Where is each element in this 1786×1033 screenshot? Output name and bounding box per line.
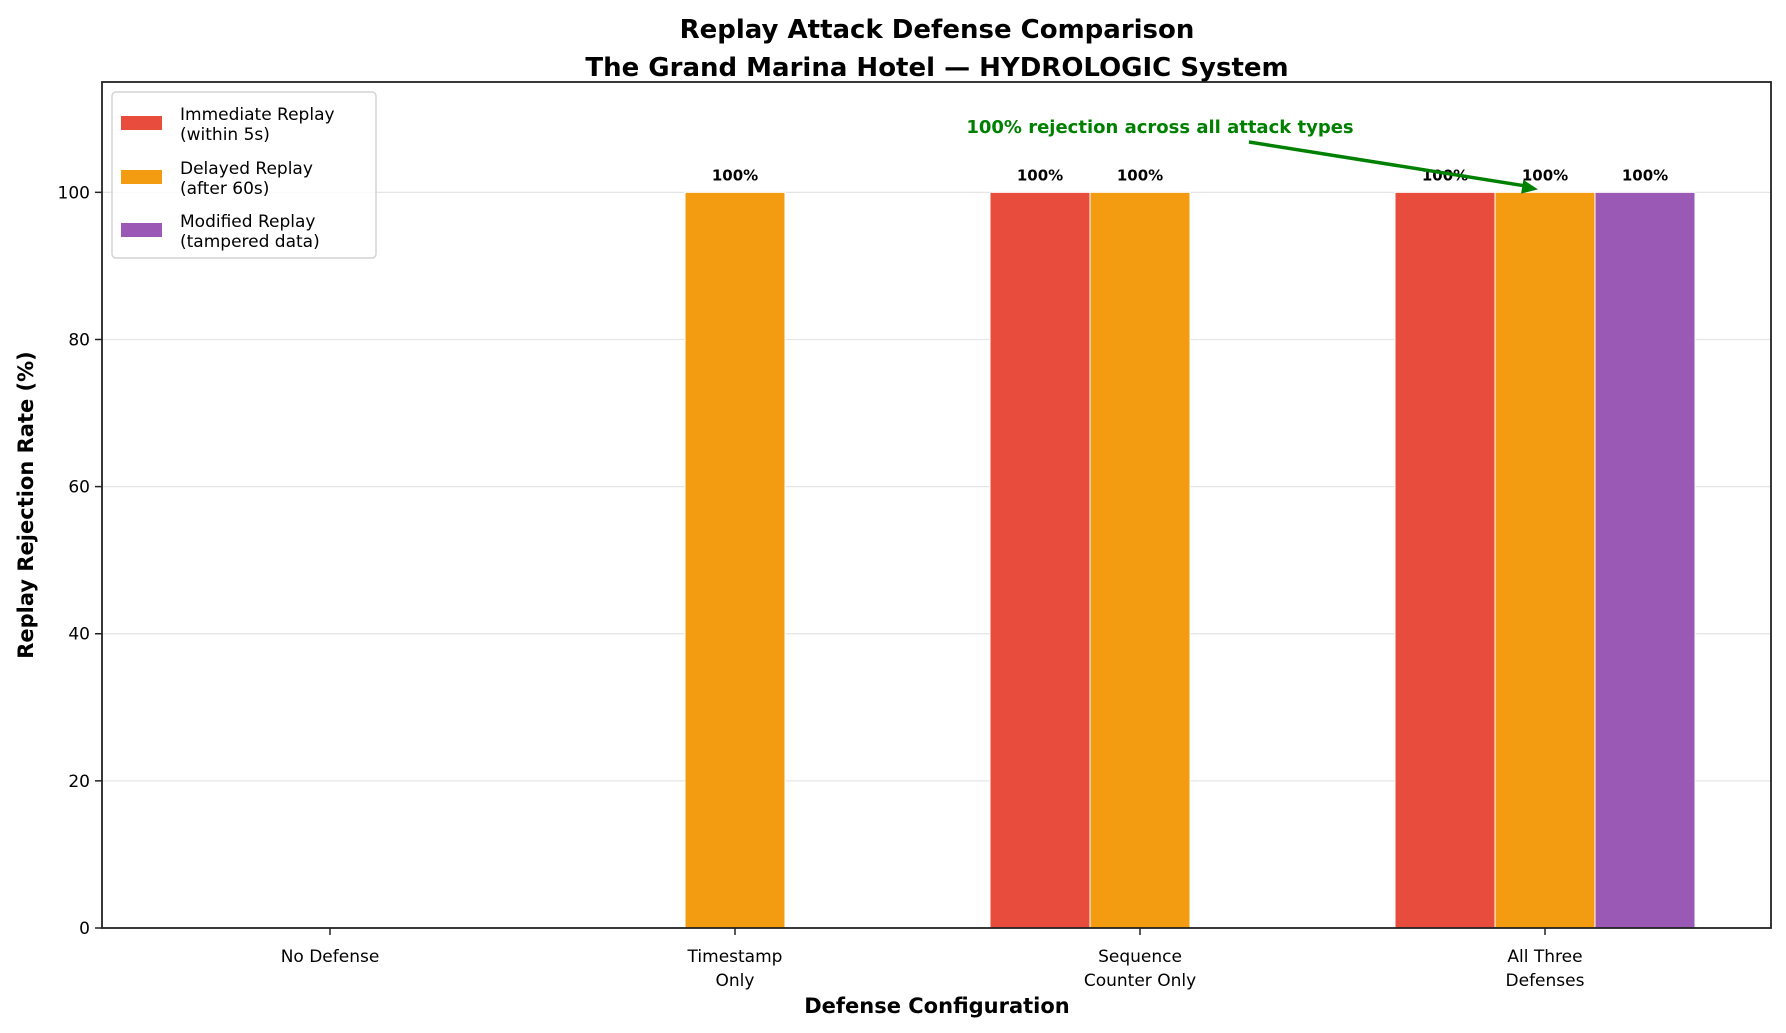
bar <box>684 191 786 929</box>
annotation-text: 100% rejection across all attack types <box>966 117 1353 138</box>
x-tick-label: Timestamp <box>687 947 783 967</box>
chart-title-line-1: Replay Attack Defense Comparison <box>680 15 1195 45</box>
chart-subtitle: The Grand Marina Hotel — HYDROLOGIC Syst… <box>585 53 1288 83</box>
bar <box>1089 191 1191 929</box>
legend-label: (tampered data) <box>180 232 320 252</box>
y-tick-label: 80 <box>68 330 90 350</box>
bar <box>989 191 1091 929</box>
x-axis-label: Defense Configuration <box>804 994 1070 1018</box>
bar <box>1594 191 1696 929</box>
legend-label: Modified Replay <box>180 212 315 232</box>
annotation: 100% rejection across all attack types <box>966 117 1538 194</box>
y-axis-label: Replay Rejection Rate (%) <box>14 351 38 659</box>
x-tick-label: Sequence <box>1098 947 1182 967</box>
legend-item: Immediate Replay(within 5s) <box>121 105 335 145</box>
chart-title: Replay Attack Defense Comparison The Gra… <box>585 15 1288 83</box>
legend-label: Delayed Replay <box>180 159 313 179</box>
legend-swatch <box>121 223 162 237</box>
x-tick-label: No Defense <box>281 947 380 967</box>
y-axis-ticks: 0 20 40 60 80 100 <box>58 183 102 939</box>
bar-value-label: 100% <box>712 166 758 184</box>
bar-value-labels: 100% 100%100% 100% 100% 100% <box>712 166 1668 184</box>
legend-item: Delayed Replay(after 60s) <box>121 159 313 199</box>
y-tick-label: 20 <box>68 772 90 792</box>
legend-label: Immediate Replay <box>180 105 335 125</box>
arrow-head-icon <box>1521 179 1538 194</box>
x-axis-ticks: No Defense Timestamp Only Sequence Counter O… <box>281 928 1585 991</box>
y-tick-label: 60 <box>68 478 90 498</box>
bar-value-label: 100% <box>1622 166 1668 184</box>
bar-value-label: 100% <box>1017 166 1063 184</box>
bars <box>684 191 1696 929</box>
legend-swatch <box>121 170 162 184</box>
legend-swatch <box>121 116 162 130</box>
legend-box <box>111 91 377 259</box>
annotation-arrow <box>1248 140 1529 189</box>
x-tick-label: All Three <box>1507 947 1582 967</box>
legend-item: Modified Replay(tampered data) <box>121 212 320 252</box>
legend: Immediate Replay(within 5s) Delayed Repla… <box>111 91 377 259</box>
plot-frame <box>101 81 1772 929</box>
y-tick-label: 40 <box>68 625 90 645</box>
y-tick-label: 100 <box>58 183 90 203</box>
bar <box>1494 191 1596 929</box>
bar-value-label: 100% <box>1522 166 1568 184</box>
bar-value-label: 100% <box>1117 166 1163 184</box>
x-tick-label: Counter Only <box>1084 971 1196 991</box>
legend-label: (within 5s) <box>180 125 270 145</box>
legend-label: (after 60s) <box>180 179 269 199</box>
x-tick-label: Only <box>716 971 755 991</box>
bar <box>1394 191 1496 929</box>
y-tick-label: 0 <box>79 919 90 939</box>
x-tick-label: Defenses <box>1506 971 1585 991</box>
